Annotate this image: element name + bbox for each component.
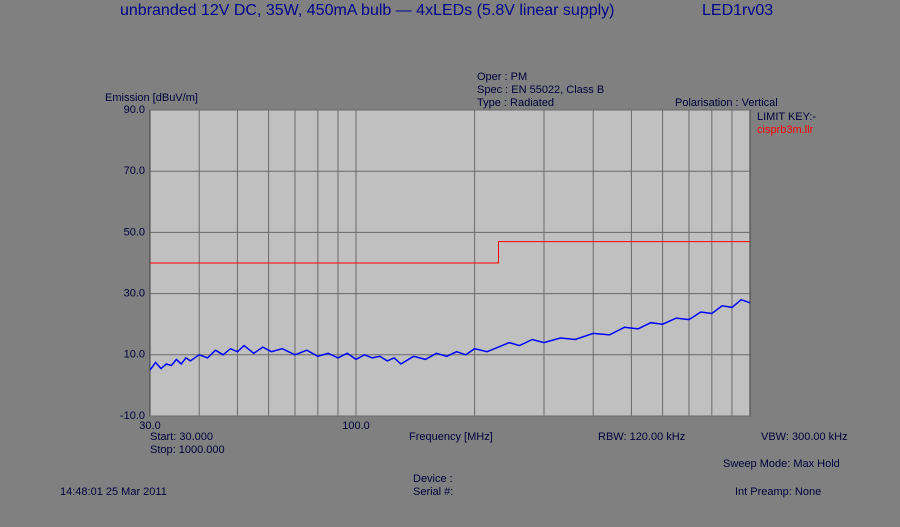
y-tick-label: 50.0 bbox=[124, 226, 145, 238]
chart-title: unbranded 12V DC, 35W, 450mA bulb — 4xLE… bbox=[120, 2, 615, 19]
test-type: Type : Radiated bbox=[477, 97, 554, 109]
serial: Serial #: bbox=[413, 486, 453, 498]
preamp: Int Preamp: None bbox=[735, 486, 821, 498]
rbw: RBW: 120.00 kHz bbox=[598, 431, 685, 443]
run-id: LED1rv03 bbox=[702, 2, 773, 19]
limit-key: LIMIT KEY:- bbox=[757, 111, 816, 123]
stop: Stop: 1000.000 bbox=[150, 444, 225, 456]
limit-line bbox=[150, 241, 750, 264]
device: Device : bbox=[413, 473, 453, 485]
y-axis-label: Emission [dBuV/m] bbox=[105, 92, 198, 104]
x-tick-label: 30.0 bbox=[139, 420, 160, 432]
timestamp: 14:48:01 25 Mar 2011 bbox=[60, 486, 167, 498]
vbw: VBW: 300.00 kHz bbox=[761, 431, 848, 443]
y-tick-label: 90.0 bbox=[124, 104, 145, 116]
legend-entry: cisprb3m.llr bbox=[757, 124, 814, 136]
y-tick-label: -10.0 bbox=[120, 410, 145, 422]
y-tick-label: 30.0 bbox=[124, 288, 145, 300]
y-tick-label: 10.0 bbox=[124, 349, 145, 361]
oper: Oper : PM bbox=[477, 71, 527, 83]
sweep-mode: Sweep Mode: Max Hold bbox=[723, 458, 840, 470]
start: Start: 30.000 bbox=[150, 431, 213, 443]
y-tick-label: 70.0 bbox=[124, 165, 145, 177]
x-axis-label: Frequency [MHz] bbox=[409, 431, 493, 443]
x-tick-label: 100.0 bbox=[342, 420, 370, 432]
emission-trace bbox=[149, 298, 751, 371]
spec: Spec : EN 55022, Class B bbox=[477, 84, 604, 96]
polarisation: Polarisation : Vertical bbox=[675, 97, 778, 109]
